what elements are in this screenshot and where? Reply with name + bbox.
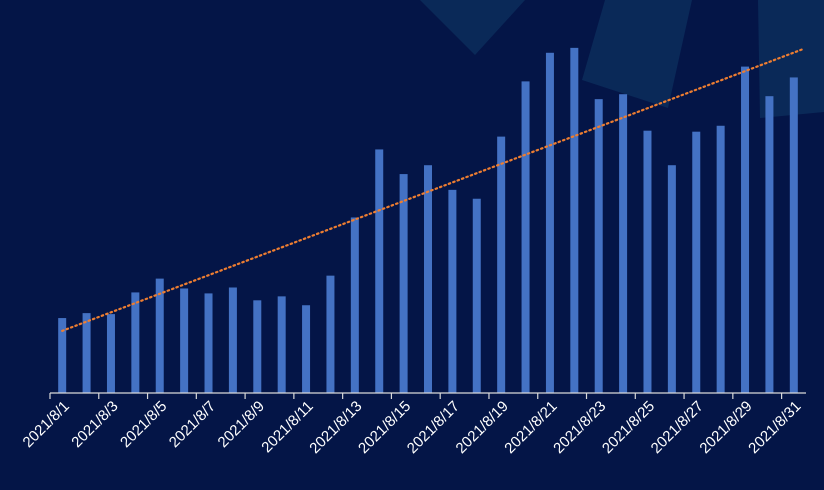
x-tick-label: 2021/8/25 — [599, 398, 658, 457]
bar-series — [58, 47, 798, 394]
bar-2021/8/20 — [521, 81, 530, 393]
bar-2021/8/1 — [58, 318, 67, 393]
x-tick-label: 2021/8/23 — [550, 398, 609, 457]
bar-2021/8/12 — [326, 275, 335, 393]
bar-2021/8/28 — [716, 125, 725, 393]
bar-2021/8/17 — [448, 189, 457, 393]
x-tick-label: 2021/8/21 — [501, 398, 560, 457]
bar-2021/8/13 — [350, 217, 359, 393]
bar-2021/8/3 — [106, 314, 115, 393]
bar-2021/8/8 — [228, 287, 237, 393]
x-tick-label: 2021/8/17 — [404, 398, 463, 457]
bar-2021/8/10 — [277, 296, 286, 393]
x-tick-label: 2021/8/13 — [306, 398, 365, 457]
bar-2021/8/14 — [375, 149, 384, 393]
x-tick-label: 2021/8/5 — [117, 398, 170, 451]
x-axis-tick-labels: 2021/8/12021/8/32021/8/52021/8/72021/8/9… — [20, 398, 805, 457]
decor-corner-shape — [758, 0, 824, 118]
decor-triangle-shape — [420, 0, 525, 55]
x-tick-label: 2021/8/31 — [745, 398, 804, 457]
x-tick-label: 2021/8/27 — [648, 398, 707, 457]
bar-2021/8/5 — [155, 278, 164, 393]
x-axis-ticks — [49, 393, 783, 399]
bar-2021/8/6 — [180, 288, 189, 393]
bar-2021/8/24 — [619, 94, 628, 394]
bar-2021/8/27 — [692, 131, 701, 393]
x-tick-label: 2021/8/1 — [20, 398, 73, 451]
decor-parallelogram-shape — [582, 0, 692, 108]
bar-2021/8/25 — [643, 130, 652, 393]
bar-2021/8/19 — [497, 136, 506, 394]
x-tick-label: 2021/8/19 — [453, 398, 512, 457]
bar-2021/8/30 — [765, 96, 774, 394]
background-decoration — [420, 0, 824, 118]
bar-2021/8/4 — [131, 292, 140, 393]
bar-2021/8/2 — [82, 313, 91, 394]
bar-2021/8/11 — [302, 305, 311, 393]
x-tick-label: 2021/8/29 — [696, 398, 755, 457]
bar-2021/8/31 — [789, 77, 798, 393]
bar-2021/8/23 — [594, 99, 603, 393]
x-tick-label: 2021/8/15 — [355, 398, 414, 457]
bar-2021/8/22 — [570, 47, 579, 394]
bar-2021/8/21 — [545, 52, 554, 393]
bar-2021/8/26 — [667, 165, 676, 393]
bar-2021/8/15 — [399, 174, 408, 393]
bar-2021/8/9 — [253, 300, 262, 393]
bar-2021/8/29 — [741, 66, 750, 393]
x-tick-label: 2021/8/7 — [166, 398, 219, 451]
bar-2021/8/16 — [424, 165, 432, 393]
bar-2021/8/18 — [472, 198, 481, 393]
bar-2021/8/7 — [204, 293, 213, 393]
trendline — [61, 48, 803, 332]
x-tick-label: 2021/8/3 — [68, 398, 121, 451]
